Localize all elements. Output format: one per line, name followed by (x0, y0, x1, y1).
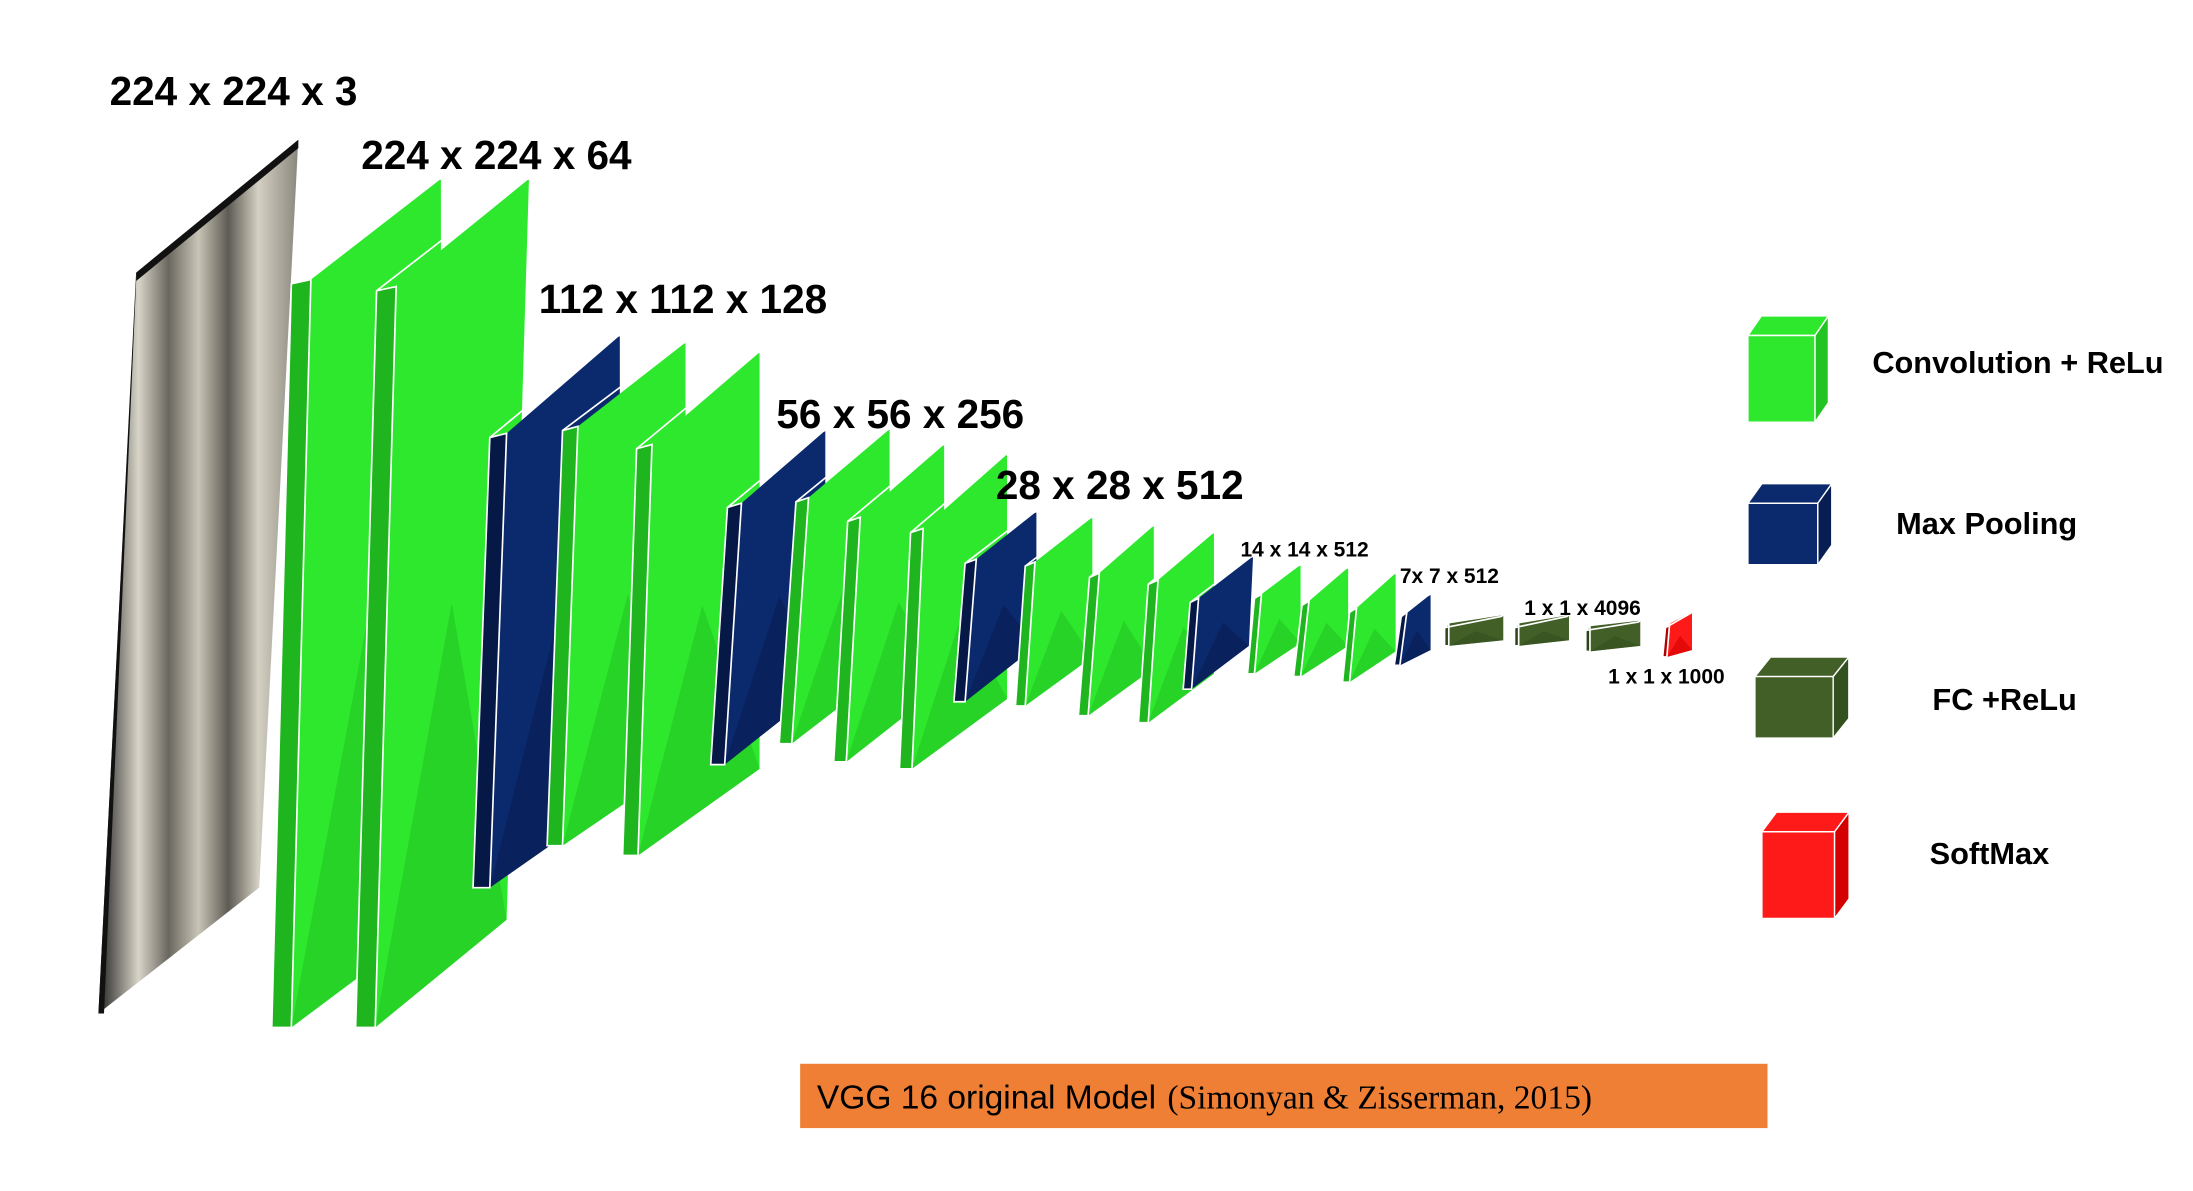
caption: VGG 16 original Model (Simonyan & Zisserm… (817, 1080, 1592, 1117)
layer-edge (472, 432, 508, 889)
layer-edge (1661, 621, 1671, 658)
layer-shade (965, 604, 1037, 702)
legend-cubes (1746, 313, 1851, 921)
layer-edge (832, 516, 862, 763)
layer-top (636, 351, 760, 450)
layer-edge (1137, 578, 1159, 724)
layer-shade (637, 605, 760, 856)
layer-label: 7x 7 x 512 (1400, 565, 1499, 588)
layer-shade (1088, 620, 1154, 716)
input-image-edge (98, 272, 137, 1014)
layer-edge (270, 278, 312, 1029)
layer-edge (778, 496, 810, 745)
layer-edge (1341, 606, 1358, 684)
layer-top (562, 341, 686, 432)
layer-label: 14 x 14 x 512 (1240, 538, 1368, 561)
layer-shade (1025, 610, 1093, 706)
layer-label: 112 x 112 x 128 (539, 276, 827, 322)
caption-box (800, 1063, 1768, 1129)
layer-shade (1300, 622, 1349, 677)
layer-edge (1443, 621, 1450, 647)
layer-top (1189, 555, 1254, 604)
cube-front (1747, 502, 1819, 566)
layer-edge (953, 557, 978, 703)
layer-top (1024, 516, 1093, 567)
layer-edge (1182, 596, 1200, 690)
legend-label: FC +ReLu (1932, 682, 2076, 717)
layers (98, 139, 1693, 1029)
layer-edge (1014, 560, 1036, 707)
layer-label: 1 x 1 x 1000 (1608, 666, 1725, 689)
layer-shade (1518, 631, 1569, 646)
layer-top (489, 334, 620, 439)
cube-side (1832, 655, 1850, 741)
layer-top (290, 178, 442, 285)
layer-top (376, 178, 530, 292)
layer-top (1585, 619, 1641, 632)
legend-label: Max Pooling (1896, 506, 2077, 541)
cube-side (1814, 313, 1830, 425)
layer-top (1088, 524, 1155, 578)
layer-top (1147, 531, 1215, 585)
layer-top (726, 429, 826, 509)
layer-shade (1254, 618, 1301, 674)
legend-label: SoftMax (1930, 836, 2050, 871)
input-image-edge (136, 139, 299, 281)
layer-edge (1292, 599, 1310, 678)
layer-edge (354, 285, 398, 1029)
layer-edge (1584, 624, 1591, 653)
layer-edge (1077, 571, 1101, 717)
layer-shade (1349, 628, 1396, 683)
layer-edge (709, 502, 743, 766)
layer-top (910, 453, 1008, 534)
layer-label: 224 x 224 x 64 (361, 132, 632, 178)
layer-face (1191, 556, 1254, 690)
layer-edge (898, 527, 925, 770)
layer-shade (1399, 630, 1431, 666)
cube-front (1754, 675, 1834, 739)
layer-label: 1 x 1 x 4096 (1524, 597, 1641, 620)
layer-top (1348, 572, 1396, 613)
layer-shade (1448, 631, 1504, 646)
layer-top (795, 428, 890, 503)
input-image (98, 139, 299, 1014)
layer-edge (546, 425, 579, 847)
cube-front (1747, 334, 1816, 423)
layer-shade (1589, 636, 1641, 652)
legend-label: Convolution + ReLu (1872, 345, 2163, 380)
layer-top (1400, 593, 1431, 618)
layer-shade (1666, 635, 1692, 658)
layer-top (1444, 614, 1504, 629)
layer-top (1253, 563, 1301, 599)
layer-edge (1513, 621, 1520, 647)
layer-shade (1191, 622, 1249, 690)
layer-top (964, 510, 1037, 565)
layer-top (1665, 611, 1693, 629)
layer-edge (621, 443, 653, 857)
cube-front (1761, 831, 1836, 920)
cube-side (1817, 481, 1833, 567)
layer-label: 56 x 56 x 256 (776, 391, 1024, 437)
layer-label: 28 x 28 x 512 (996, 462, 1244, 508)
layer-top (1301, 566, 1349, 606)
cube-side (1833, 810, 1850, 921)
caption-citation: (Simonyan & Zisserman, 2015) (1167, 1080, 1592, 1117)
layer-shade (375, 603, 507, 1028)
layer-top (847, 443, 945, 523)
layer-label: 224 x 224 x 3 (110, 68, 358, 114)
layer-top (1514, 614, 1570, 629)
caption-model: VGG 16 original Model (817, 1080, 1156, 1117)
